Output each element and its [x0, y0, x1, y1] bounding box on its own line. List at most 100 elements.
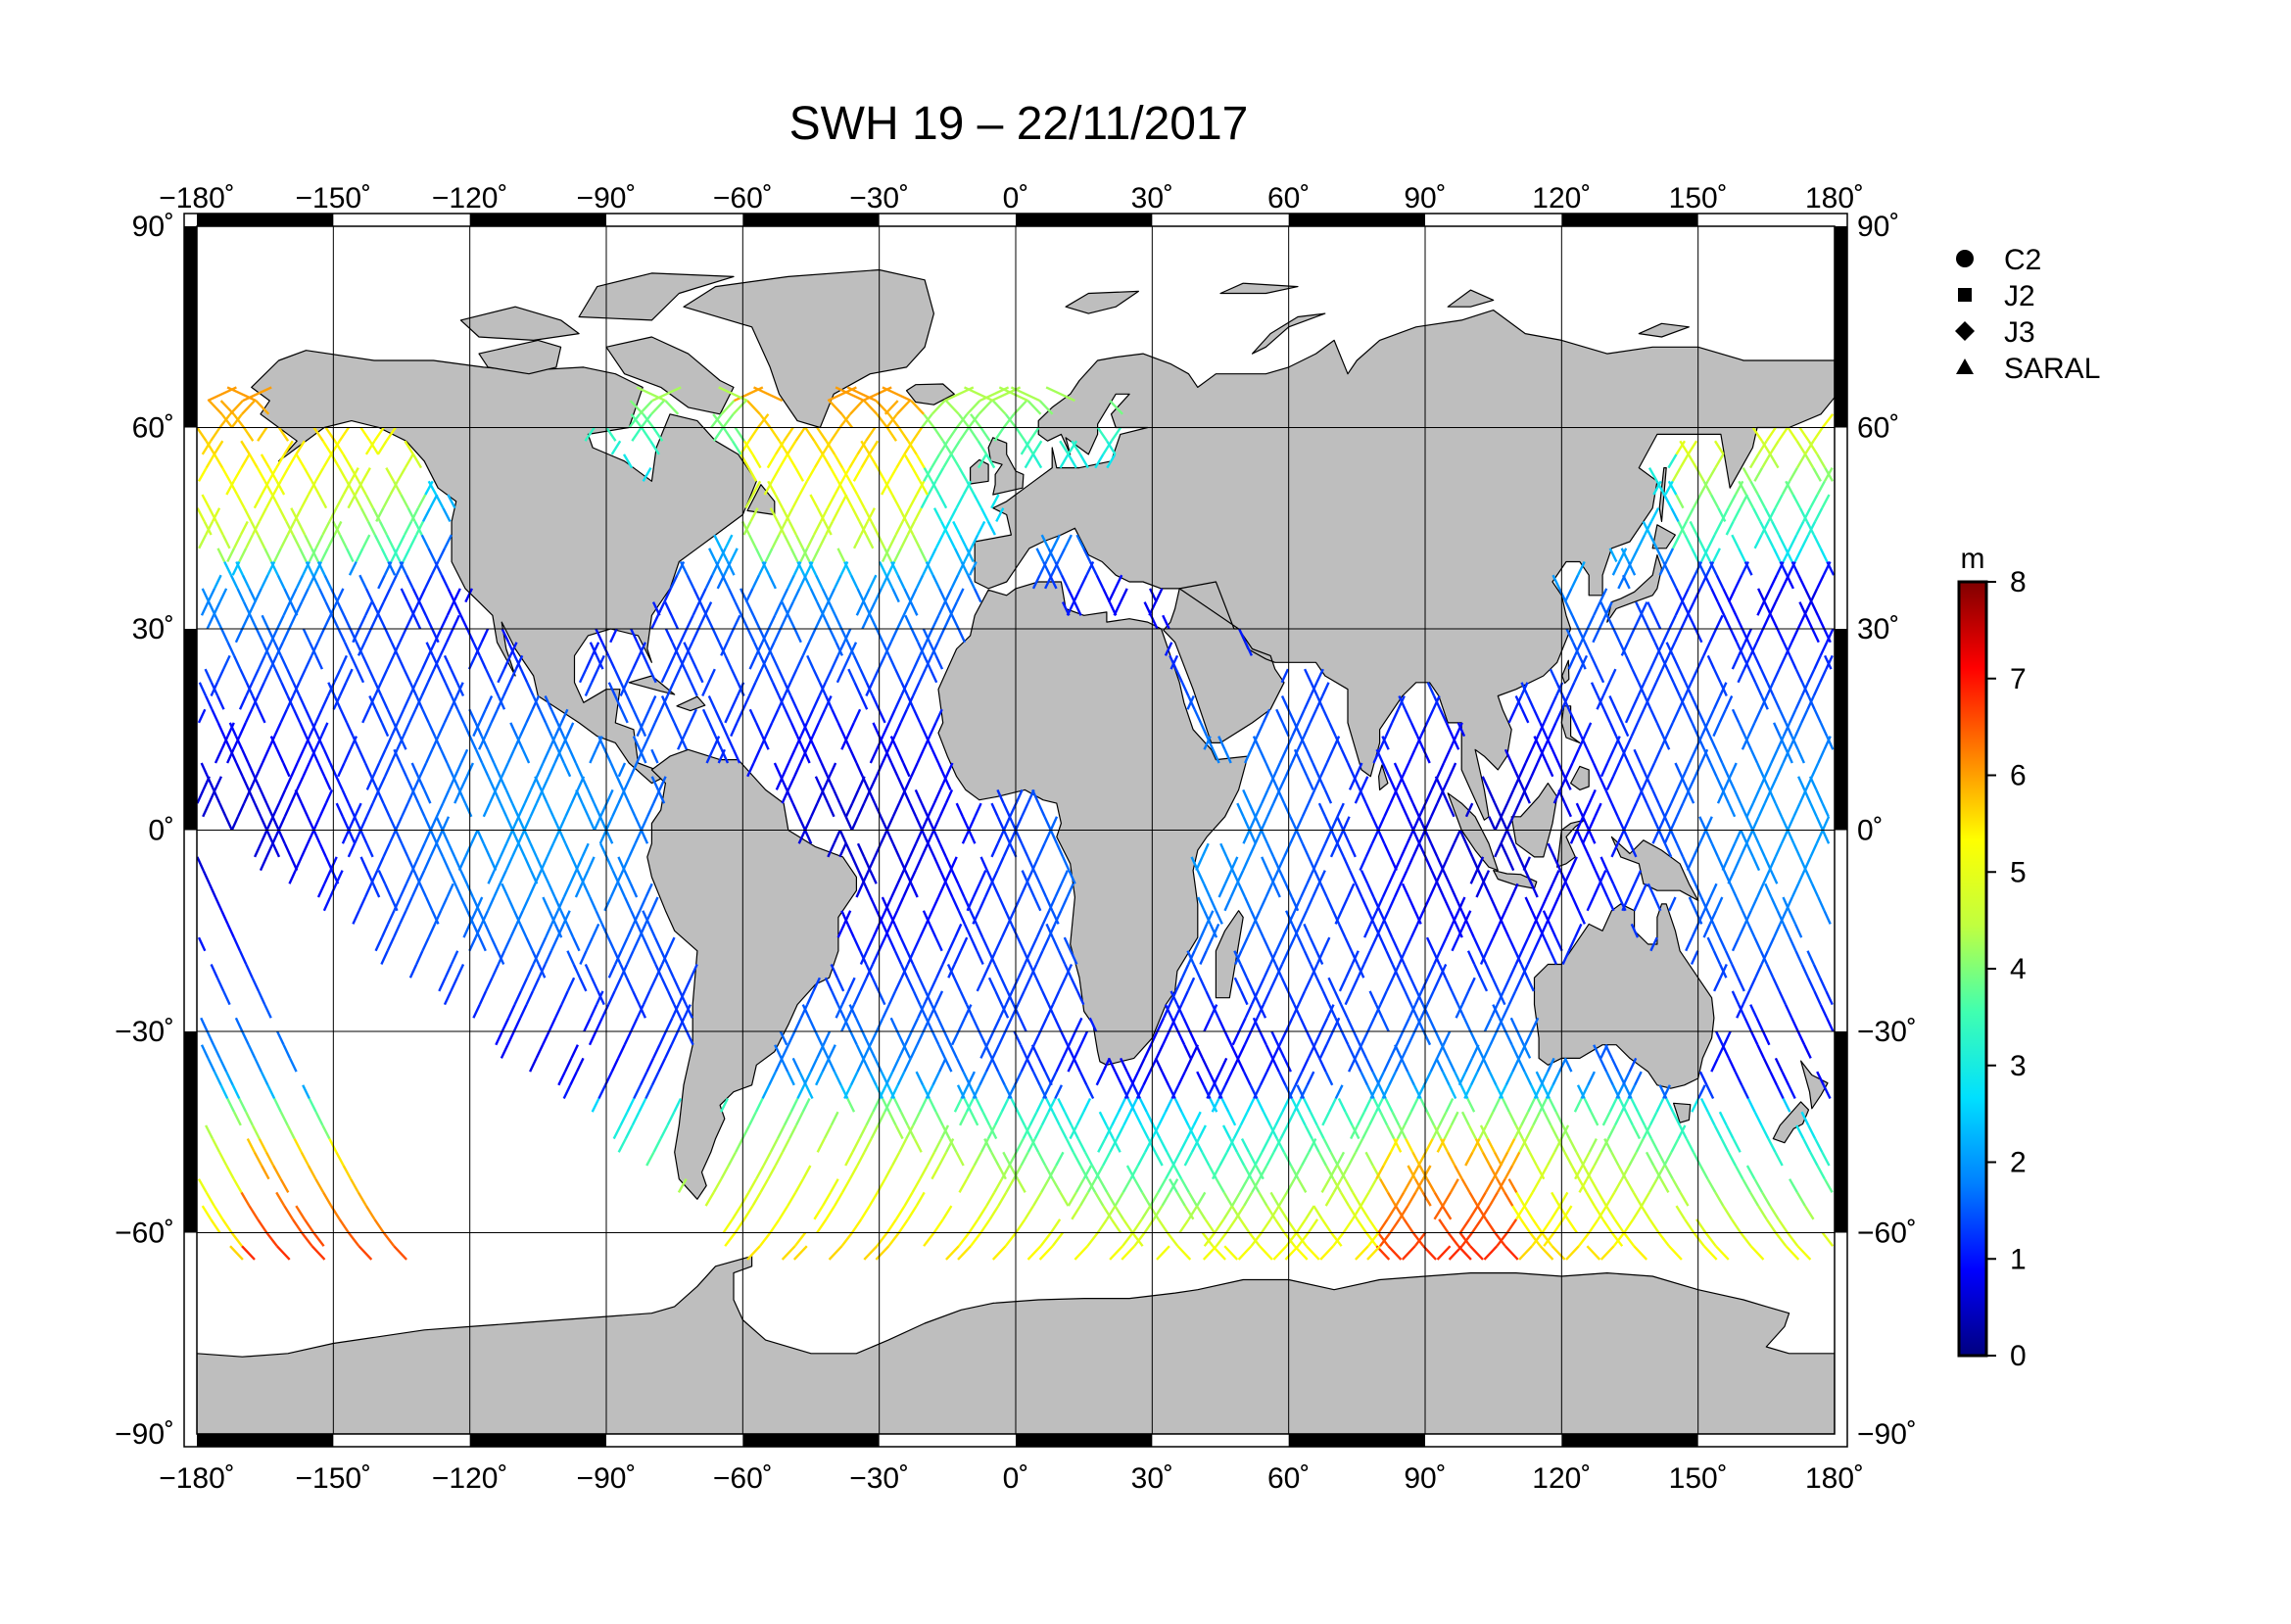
track-segment [484, 694, 494, 710]
track-segment [1527, 1097, 1536, 1113]
track-segment [1235, 1151, 1246, 1167]
track-segment [1209, 1004, 1218, 1019]
track-segment [830, 426, 841, 442]
track-segment [686, 574, 695, 590]
track-segment [322, 896, 332, 912]
track-segment [1466, 1097, 1476, 1113]
track-segment [462, 923, 471, 938]
track-segment [1467, 1124, 1477, 1140]
track-segment [862, 1057, 871, 1073]
track-segment [312, 1231, 325, 1247]
track-segment [1549, 950, 1557, 966]
track-segment [1652, 480, 1662, 496]
track-segment [1620, 548, 1630, 563]
track-segment [1787, 830, 1795, 844]
track-segment [865, 963, 875, 979]
track-segment [1615, 736, 1624, 750]
track-segment [1633, 748, 1642, 764]
track-segment [883, 480, 894, 496]
track-segment [1250, 736, 1259, 750]
track-segment [1699, 480, 1709, 496]
track-segment [1462, 1017, 1472, 1032]
track-segment [1732, 1138, 1742, 1153]
track-segment [1785, 1245, 1800, 1261]
track-segment [945, 1138, 955, 1153]
track-segment [1677, 1124, 1687, 1140]
track-segment [1671, 708, 1681, 724]
track-segment [1259, 1071, 1268, 1086]
track-segment [1464, 1057, 1474, 1073]
track-segment [1317, 776, 1326, 790]
track-segment [446, 883, 454, 898]
track-segment [711, 628, 721, 644]
track-segment [232, 467, 243, 482]
track-segment [778, 454, 788, 469]
track-segment [1076, 1138, 1086, 1153]
track-segment [1671, 1178, 1682, 1193]
track-segment [385, 534, 395, 549]
track-segment [399, 560, 408, 576]
track-segment [976, 977, 985, 992]
track-segment [569, 1071, 578, 1086]
track-segment [604, 816, 614, 831]
lat-tick-label-left: 30˚ [132, 613, 174, 645]
track-segment [1735, 614, 1743, 630]
track-segment [1772, 548, 1782, 563]
track-segment [1506, 1138, 1516, 1153]
track-segment [266, 560, 276, 576]
track-segment [825, 520, 835, 536]
track-segment [638, 923, 647, 938]
track-segment [1000, 1004, 1010, 1019]
track-segment [931, 1030, 940, 1046]
track-segment [1699, 1165, 1709, 1180]
track-segment [821, 454, 833, 469]
track-segment [1694, 910, 1703, 925]
track-segment [1793, 923, 1803, 938]
track-segment [1377, 816, 1386, 831]
track-segment [1303, 950, 1313, 966]
track-segment [626, 923, 635, 938]
track-segment [1021, 802, 1029, 818]
track-segment [445, 628, 454, 644]
track-segment [919, 1165, 929, 1180]
track-segment [1322, 1138, 1332, 1153]
track-segment [388, 829, 398, 844]
track-segment [1675, 494, 1685, 509]
track-segment [758, 736, 767, 750]
track-segment [1342, 830, 1351, 844]
track-segment [835, 1004, 843, 1019]
track-segment [848, 1004, 858, 1019]
track-segment [1772, 668, 1781, 684]
track-segment [208, 883, 217, 898]
track-segment [1513, 1124, 1523, 1140]
track-segment [540, 788, 549, 804]
track-segment [1218, 1151, 1228, 1167]
track-segment [570, 1044, 579, 1059]
track-segment [1423, 830, 1433, 844]
track-segment [1722, 1205, 1733, 1220]
track-segment [1071, 440, 1081, 455]
track-segment [943, 1057, 953, 1073]
track-segment [542, 896, 550, 912]
track-segment [1259, 896, 1267, 912]
track-segment [846, 722, 855, 738]
track-segment [1375, 896, 1384, 912]
track-segment [474, 642, 483, 656]
track-segment [950, 440, 961, 455]
track-segment [1539, 923, 1548, 938]
track-segment [1233, 977, 1243, 992]
track-segment [1299, 1017, 1309, 1032]
track-segment [677, 654, 687, 670]
track-segment [1671, 1111, 1681, 1126]
track-segment [1344, 1111, 1354, 1126]
track-segment [946, 426, 958, 442]
track-segment [1301, 802, 1311, 818]
track-segment [1593, 1151, 1602, 1167]
track-segment [1180, 1111, 1190, 1126]
track-segment [923, 654, 931, 670]
track-segment [1251, 1178, 1261, 1193]
track-segment [1741, 910, 1750, 925]
track-segment [593, 802, 601, 818]
track-segment [255, 400, 270, 415]
